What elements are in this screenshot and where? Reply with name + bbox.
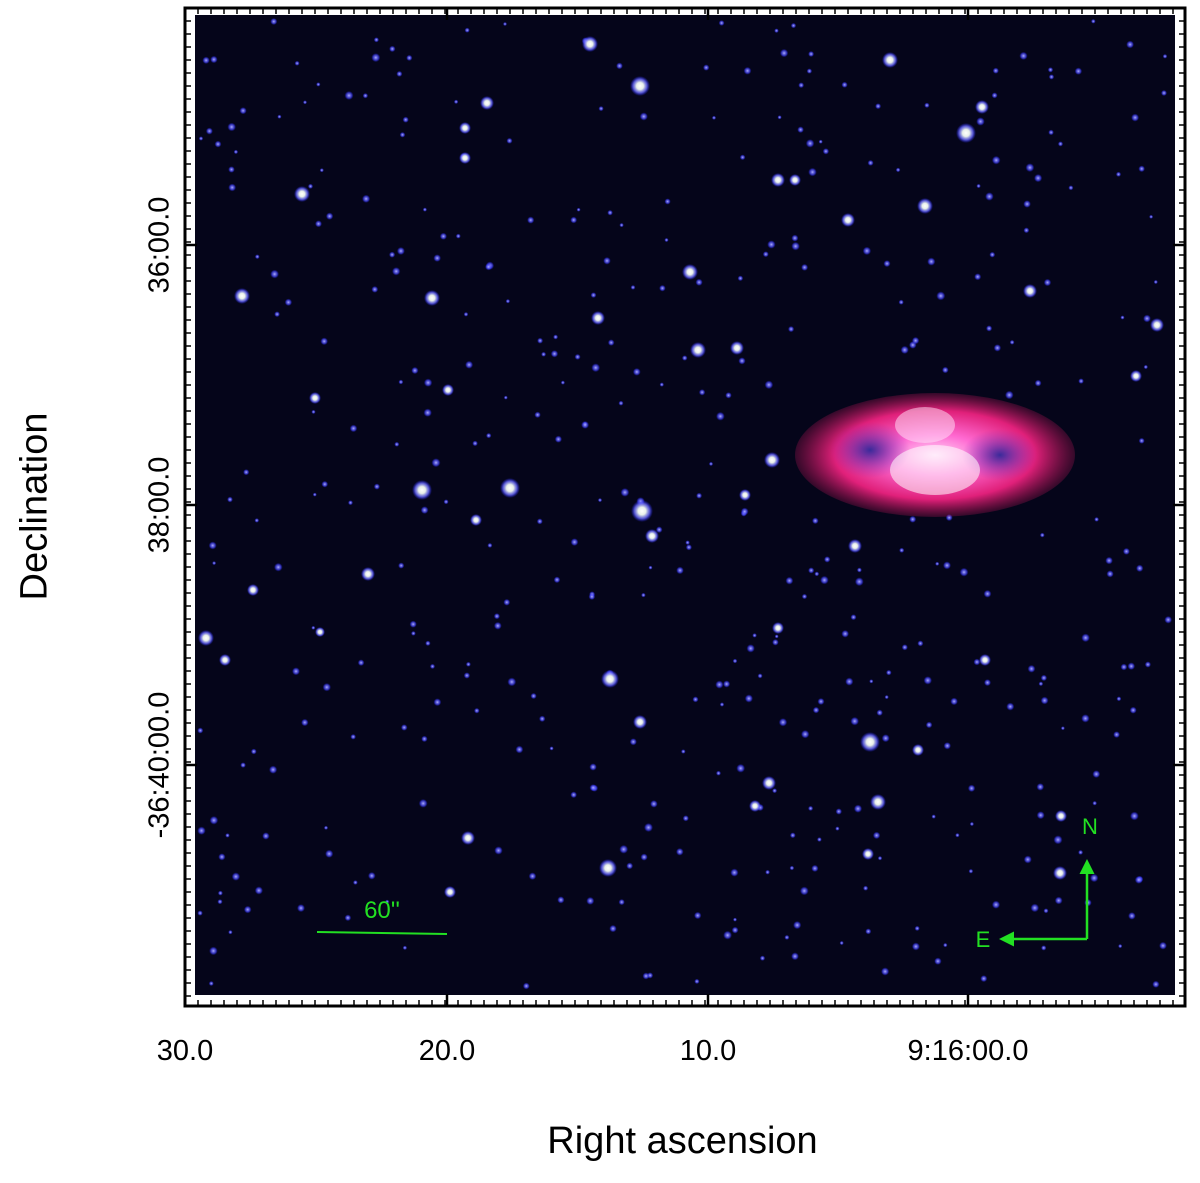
y-tick-label: -36:40:00.0 bbox=[143, 691, 176, 839]
compass-arrows: N E bbox=[976, 814, 1098, 952]
x-axis-title: Right ascension bbox=[547, 1120, 818, 1162]
scale-bar-label: 60'' bbox=[364, 897, 400, 924]
sky-background bbox=[195, 15, 1175, 995]
y-tick-label: 38:00.0 bbox=[143, 456, 176, 554]
north-label: N bbox=[1082, 814, 1098, 839]
nebula bbox=[795, 393, 1075, 517]
y-tick-label: 36:00.0 bbox=[143, 196, 176, 294]
scale-bar bbox=[316, 931, 448, 935]
x-tick-label: 20.0 bbox=[418, 1035, 476, 1067]
y-axis-title: Declination bbox=[13, 412, 56, 601]
bright-star-field bbox=[198, 36, 1164, 898]
plot-frame bbox=[183, 6, 1187, 1008]
frame-ticks bbox=[183, 7, 1185, 1006]
east-label: E bbox=[976, 927, 991, 952]
x-tick-label: 10.0 bbox=[679, 1035, 737, 1067]
x-tick-label: 30.0 bbox=[156, 1035, 214, 1067]
x-tick-label: 9:16:00.0 bbox=[907, 1035, 1029, 1067]
